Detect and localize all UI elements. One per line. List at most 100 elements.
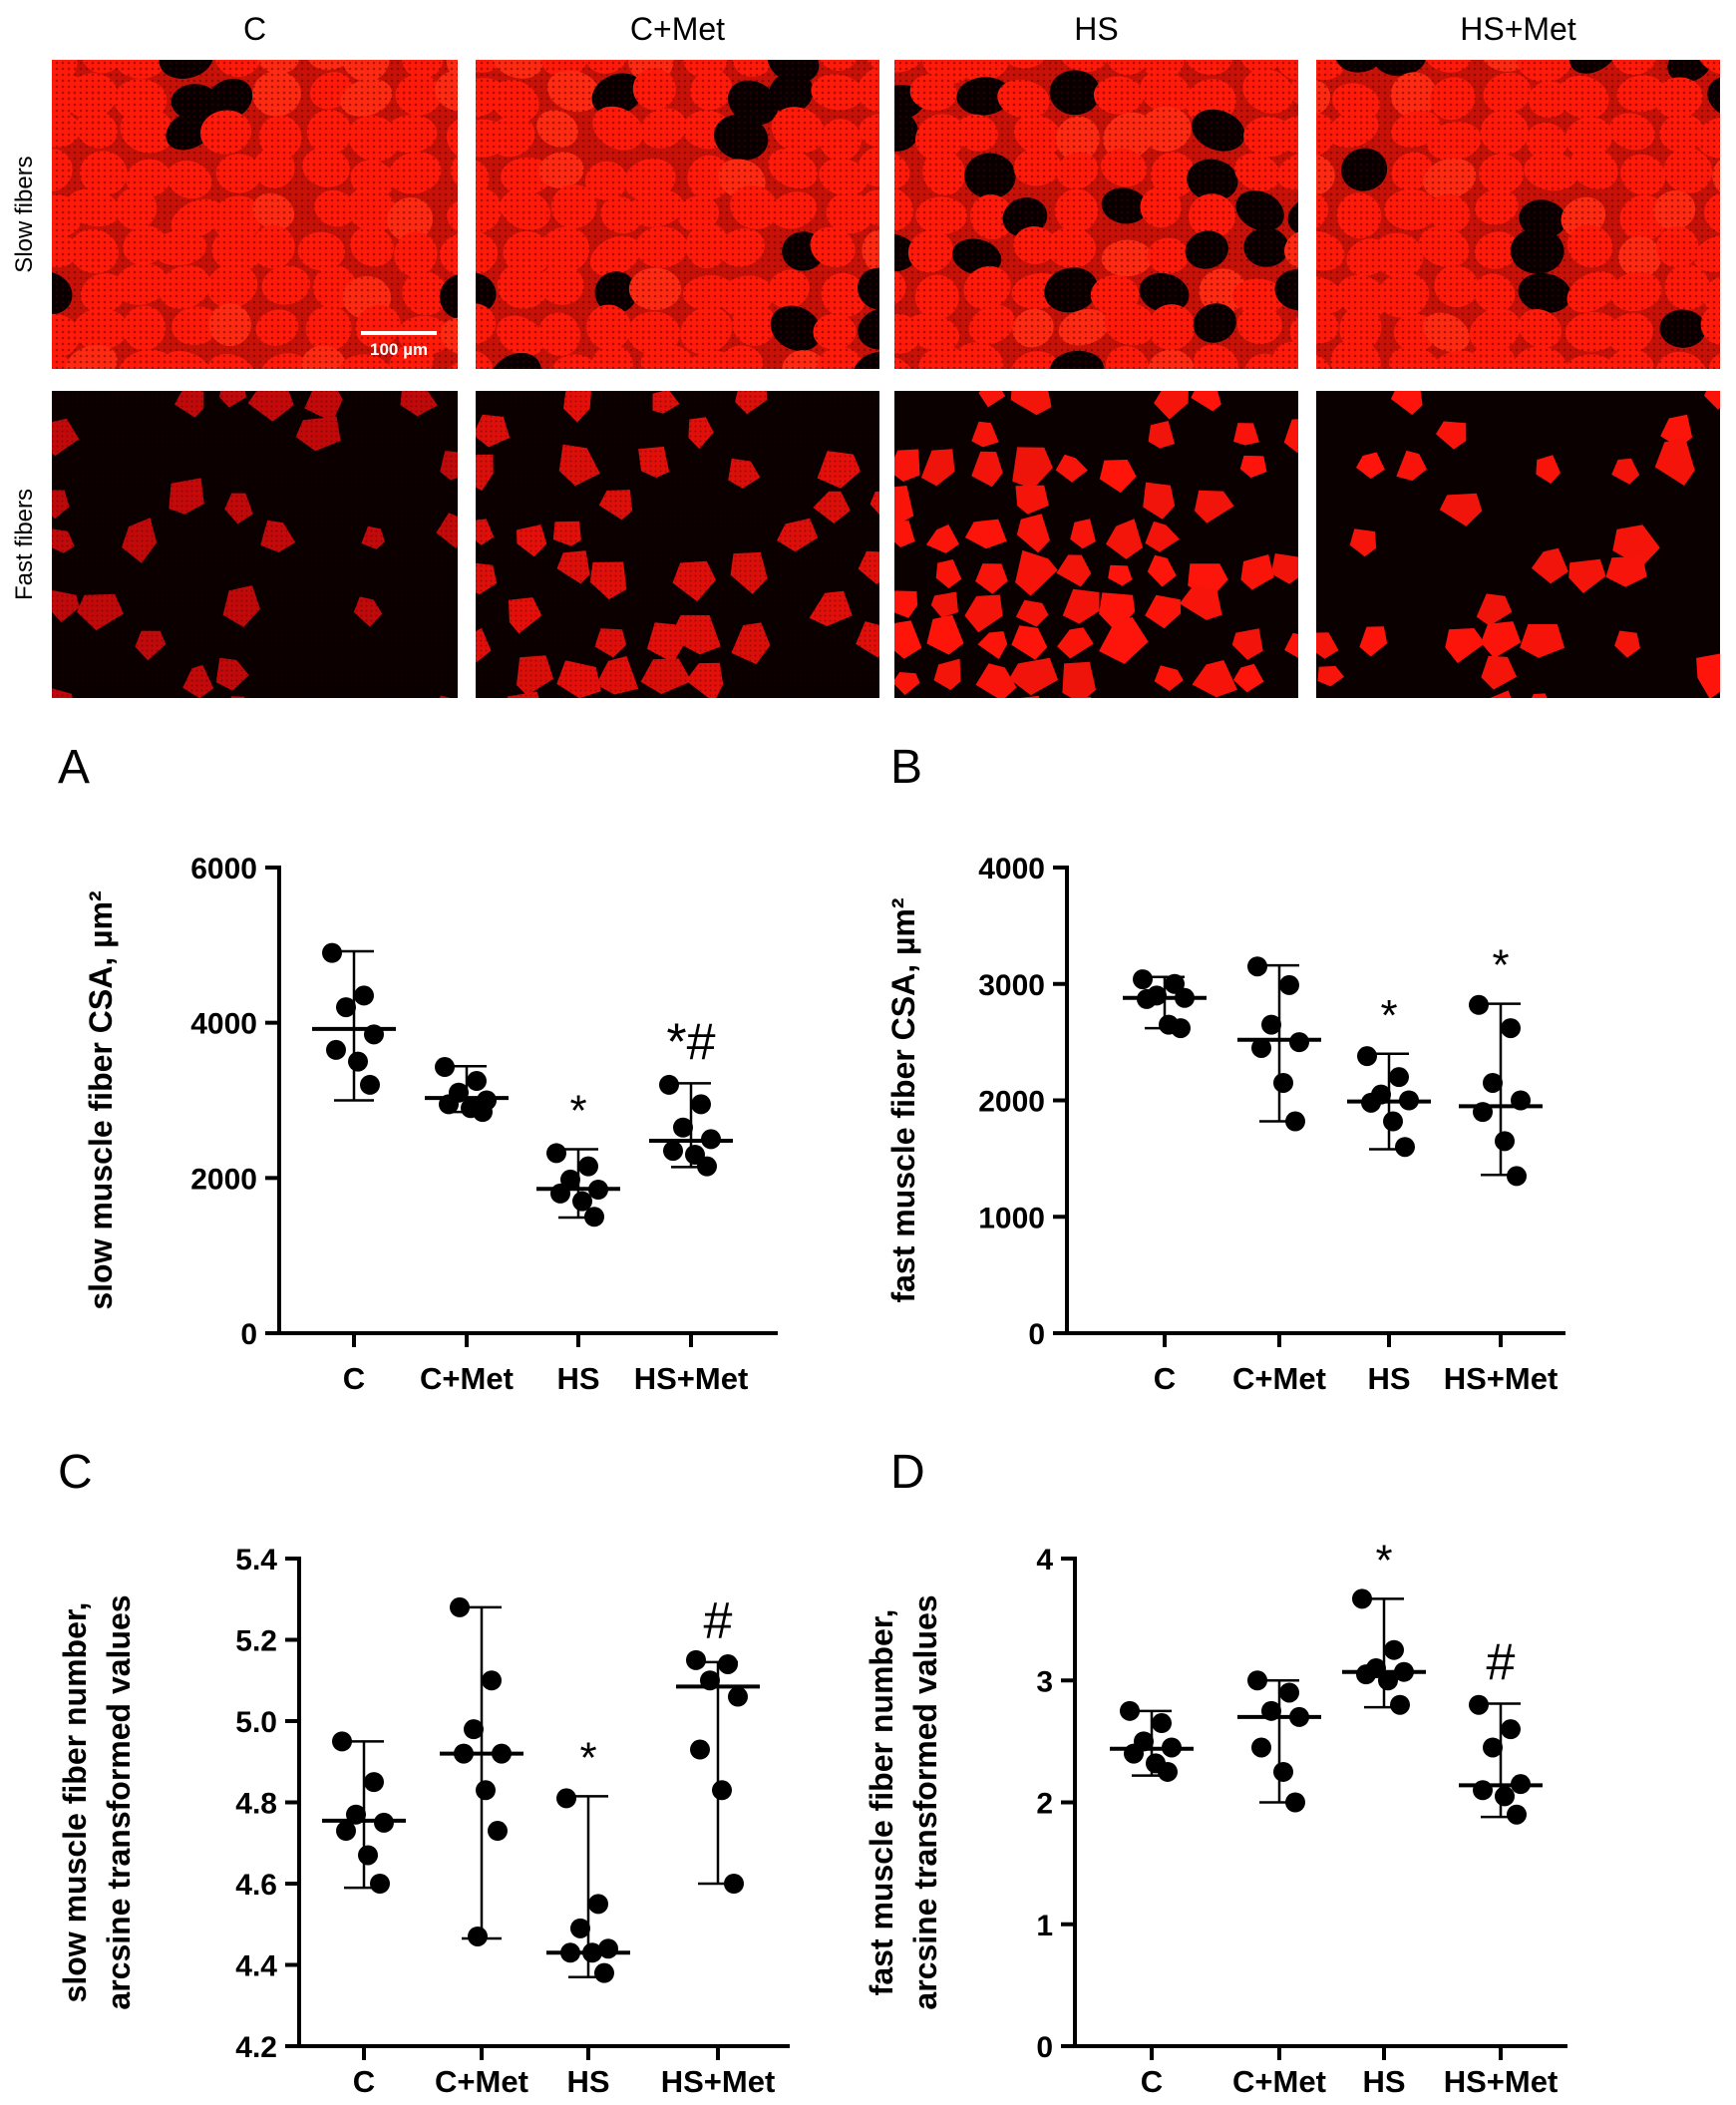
data-point xyxy=(358,1845,378,1866)
data-point xyxy=(728,1686,748,1707)
data-point xyxy=(354,985,374,1006)
data-point xyxy=(1501,1719,1521,1740)
data-point xyxy=(1273,1761,1293,1782)
data-point xyxy=(1137,988,1157,1009)
charts: A 0 2000 4000 6000 slow muscle fiber CSA, µm²… xyxy=(57,741,1567,2099)
data-point xyxy=(1469,994,1489,1015)
data-point xyxy=(1395,1137,1415,1158)
x-tick-label: C+Met xyxy=(435,2064,528,2099)
data-point xyxy=(1247,1670,1267,1691)
data-point xyxy=(1124,1743,1144,1764)
data-point xyxy=(556,1788,576,1809)
data-point xyxy=(1165,973,1185,994)
x-tick-label: HS xyxy=(1362,2064,1405,2099)
y-tick-label: 5.2 xyxy=(235,1625,277,1658)
data-point xyxy=(336,997,356,1018)
data-point xyxy=(700,1670,720,1691)
data-point xyxy=(1289,1706,1309,1727)
data-point xyxy=(1175,987,1195,1008)
x-tick-label: C xyxy=(1141,2064,1163,2099)
micrograph-grid: C C+Met HS HS+Met Slow fibers Fast fibers 100 … xyxy=(11,11,1720,698)
y-axis-label: fast muscle fiber CSA, µm² xyxy=(885,897,921,1302)
data-point xyxy=(718,1653,738,1674)
chart-A: A 0 2000 4000 6000 slow muscle fiber CSA, µm²… xyxy=(58,741,778,1396)
x-tick-label: C+Met xyxy=(1232,2064,1326,2099)
data-point xyxy=(550,1183,570,1204)
data-point xyxy=(1285,1792,1305,1813)
y-axis-label-line: slow muscle fiber number, xyxy=(57,1602,93,2003)
y-axis-label: slow muscle fiber number, arcsine transfo… xyxy=(57,1594,137,2009)
data-point xyxy=(348,1051,368,1072)
x-tick-label: C xyxy=(1154,1361,1176,1396)
data-point xyxy=(1473,1102,1493,1123)
data-point xyxy=(1469,1694,1489,1715)
data-point xyxy=(1399,1090,1419,1111)
data-point xyxy=(1507,1804,1527,1825)
data-point xyxy=(1261,1700,1281,1721)
data-point xyxy=(1171,1018,1191,1039)
data-point xyxy=(1390,1694,1410,1715)
column-label-2: HS xyxy=(1074,11,1118,47)
data-point xyxy=(439,1094,459,1115)
x-tick-label: C+Met xyxy=(420,1361,514,1396)
data-point xyxy=(488,1821,508,1842)
data-point xyxy=(1352,1588,1372,1609)
data-point xyxy=(1261,1014,1281,1035)
y-axis-label: fast muscle fiber number, arcsine transfo… xyxy=(864,1594,943,2009)
data-point xyxy=(435,1057,455,1078)
x-tick-label: HS+Met xyxy=(634,1361,749,1396)
micrograph-slow-3 xyxy=(1316,60,1720,369)
data-point xyxy=(1279,974,1299,995)
data-point xyxy=(1356,1664,1376,1685)
data-point xyxy=(1273,1072,1293,1093)
micrograph-slow-0: 100 µm xyxy=(52,60,458,369)
column-label-0: C xyxy=(243,11,266,47)
panel-letter-C: C xyxy=(58,1446,93,1499)
y-axis-label-line: arcsine transformed values xyxy=(101,1594,137,2009)
data-point xyxy=(1162,1737,1182,1758)
data-point xyxy=(1495,1786,1515,1807)
y-tick-label: 3000 xyxy=(978,969,1045,1002)
x-tick-label: HS xyxy=(1367,1361,1410,1396)
y-axis-label-line: arcsine transformed values xyxy=(907,1594,943,2009)
chart-B: B 0 1000 2000 3000 4000 fast muscle fiber CSA,… xyxy=(885,741,1565,1396)
data-point xyxy=(1495,1131,1515,1152)
x-tick-label: HS xyxy=(556,1361,599,1396)
micrograph-fast-2 xyxy=(894,391,1298,698)
data-point xyxy=(1357,1046,1377,1067)
data-point xyxy=(701,1129,721,1150)
y-axis-label: slow muscle fiber CSA, µm² xyxy=(83,890,119,1309)
x-tick-label: C+Met xyxy=(1232,1361,1326,1396)
data-point xyxy=(546,1143,566,1164)
data-point xyxy=(374,1812,394,1833)
data-point xyxy=(332,1731,352,1752)
significance-annotation: *# xyxy=(666,1013,715,1071)
data-point xyxy=(582,1942,602,1963)
column-label-3: HS+Met xyxy=(1460,11,1576,47)
significance-annotation: # xyxy=(1487,1633,1516,1691)
data-point xyxy=(370,1874,390,1894)
y-tick-label: 6000 xyxy=(190,853,257,885)
data-point xyxy=(1483,1072,1503,1093)
panel-letter-B: B xyxy=(890,741,922,794)
x-tick-label: HS+Met xyxy=(1444,1361,1559,1396)
data-point xyxy=(454,1743,474,1764)
y-tick-label: 5.0 xyxy=(235,1706,277,1739)
micrograph-slow-2 xyxy=(894,60,1298,369)
data-point xyxy=(594,1962,614,1983)
data-point xyxy=(1507,1166,1527,1187)
micrograph-fast-0 xyxy=(52,391,458,698)
data-point xyxy=(1384,1639,1404,1660)
significance-annotation: * xyxy=(1492,941,1509,990)
panel-letter-A: A xyxy=(58,741,90,794)
data-point xyxy=(1133,969,1153,990)
data-point xyxy=(322,942,342,963)
data-point xyxy=(1247,956,1267,977)
data-point xyxy=(473,1102,493,1123)
micrograph-fast-1 xyxy=(476,391,879,698)
data-point xyxy=(572,1191,592,1212)
data-point xyxy=(336,1821,356,1842)
data-point xyxy=(1511,1774,1531,1795)
data-point xyxy=(482,1670,502,1691)
data-point xyxy=(712,1780,732,1801)
